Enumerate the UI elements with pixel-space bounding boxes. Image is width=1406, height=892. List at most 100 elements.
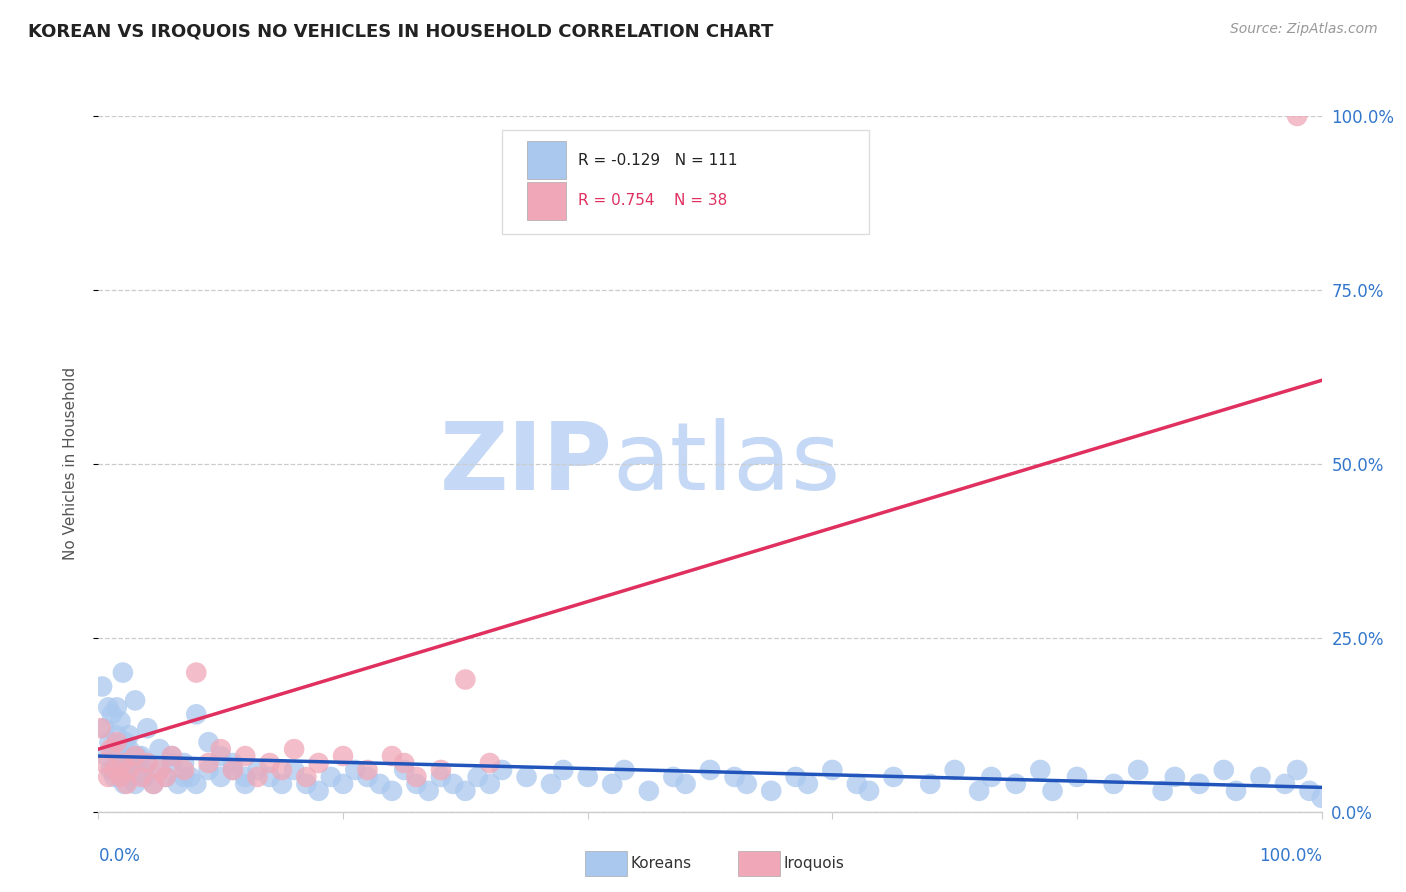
- Point: [155, 770, 177, 784]
- Point: [478, 756, 501, 770]
- FancyBboxPatch shape: [585, 851, 627, 876]
- Point: [129, 749, 152, 764]
- Point: [270, 763, 294, 777]
- Point: [105, 700, 128, 714]
- Point: [540, 777, 562, 791]
- Point: [209, 749, 232, 764]
- Point: [129, 763, 152, 777]
- Point: [197, 735, 219, 749]
- Point: [699, 763, 721, 777]
- Point: [111, 749, 134, 764]
- Point: [136, 721, 159, 735]
- Point: [283, 763, 305, 777]
- Text: Koreans: Koreans: [630, 855, 692, 871]
- Point: [129, 770, 152, 784]
- Point: [115, 777, 138, 791]
- Point: [368, 777, 391, 791]
- Point: [441, 777, 464, 791]
- Point: [233, 777, 256, 791]
- Text: 100.0%: 100.0%: [1258, 847, 1322, 864]
- Point: [1274, 777, 1296, 791]
- Point: [1042, 784, 1064, 798]
- Point: [283, 742, 305, 756]
- Point: [344, 763, 367, 777]
- Point: [920, 777, 942, 791]
- Point: [858, 784, 880, 798]
- Point: [883, 770, 905, 784]
- Point: [980, 770, 1002, 784]
- Point: [600, 777, 623, 791]
- Point: [553, 763, 575, 777]
- Point: [121, 756, 143, 770]
- Point: [1286, 109, 1309, 123]
- Point: [100, 763, 122, 777]
- Point: [136, 756, 159, 770]
- Point: [332, 777, 354, 791]
- Point: [167, 777, 190, 791]
- Point: [430, 763, 453, 777]
- Point: [114, 735, 136, 749]
- Point: [173, 763, 195, 777]
- Point: [222, 763, 245, 777]
- Point: [233, 770, 256, 784]
- Point: [97, 700, 120, 714]
- Point: [319, 770, 342, 784]
- Point: [967, 784, 990, 798]
- Point: [209, 770, 232, 784]
- Point: [785, 770, 807, 784]
- Point: [149, 742, 172, 756]
- Point: [392, 763, 416, 777]
- Point: [197, 763, 219, 777]
- Text: 0.0%: 0.0%: [98, 847, 141, 864]
- Point: [222, 763, 245, 777]
- Point: [155, 770, 177, 784]
- Point: [467, 770, 489, 784]
- Point: [179, 770, 201, 784]
- Text: ZIP: ZIP: [439, 417, 612, 510]
- Point: [124, 749, 146, 764]
- Point: [1102, 777, 1125, 791]
- Point: [356, 770, 378, 784]
- Point: [103, 770, 125, 784]
- Point: [186, 665, 208, 680]
- Point: [115, 763, 138, 777]
- Point: [381, 749, 404, 764]
- Text: R = -0.129   N = 111: R = -0.129 N = 111: [578, 153, 737, 168]
- Text: atlas: atlas: [612, 417, 841, 510]
- Point: [1225, 784, 1247, 798]
- Point: [1310, 790, 1333, 805]
- Point: [270, 777, 294, 791]
- Point: [392, 756, 416, 770]
- Point: [149, 763, 172, 777]
- Point: [173, 756, 195, 770]
- Text: KOREAN VS IROQUOIS NO VEHICLES IN HOUSEHOLD CORRELATION CHART: KOREAN VS IROQUOIS NO VEHICLES IN HOUSEH…: [28, 22, 773, 40]
- Point: [259, 770, 281, 784]
- Point: [246, 770, 269, 784]
- Point: [110, 770, 132, 784]
- Point: [943, 763, 966, 777]
- Point: [430, 770, 453, 784]
- Point: [356, 763, 378, 777]
- Point: [160, 749, 183, 764]
- Point: [91, 680, 114, 694]
- Point: [101, 742, 124, 756]
- Point: [1188, 777, 1211, 791]
- Point: [186, 707, 208, 722]
- Point: [118, 763, 141, 777]
- Point: [332, 749, 354, 764]
- Point: [127, 749, 149, 764]
- Point: [735, 777, 758, 791]
- Point: [1286, 763, 1309, 777]
- Point: [222, 756, 245, 770]
- FancyBboxPatch shape: [527, 141, 565, 179]
- Point: [308, 756, 330, 770]
- Point: [295, 777, 318, 791]
- Point: [723, 770, 745, 784]
- Point: [124, 777, 146, 791]
- Point: [233, 749, 256, 764]
- Point: [613, 763, 636, 777]
- Point: [405, 770, 427, 784]
- Point: [209, 742, 232, 756]
- Point: [1066, 770, 1088, 784]
- Point: [576, 770, 599, 784]
